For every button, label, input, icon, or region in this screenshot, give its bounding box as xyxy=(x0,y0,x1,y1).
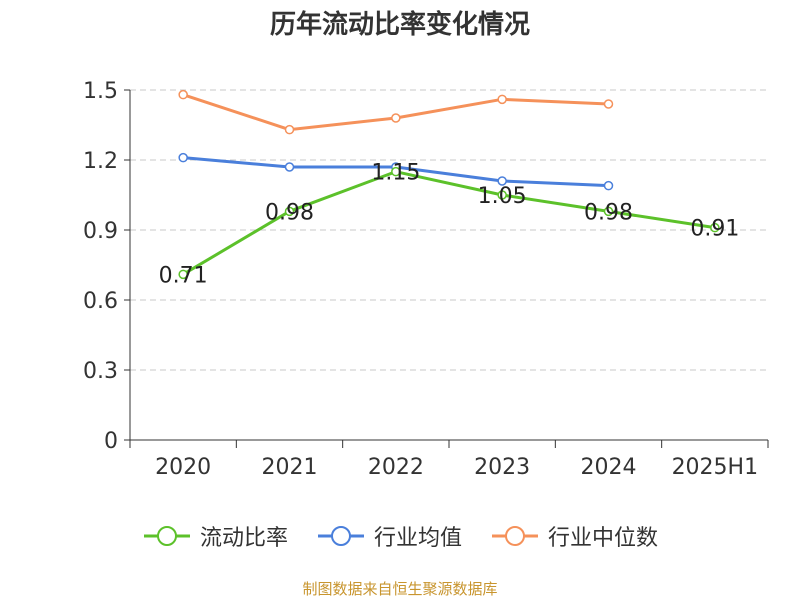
data-label: 0.98 xyxy=(584,200,633,225)
data-point xyxy=(603,206,614,217)
data-point xyxy=(284,162,295,172)
data-point xyxy=(391,166,401,177)
chart-title: 历年流动比率变化情况 xyxy=(269,10,530,40)
legend-item[interactable]: 行业均值 xyxy=(316,520,462,552)
x-tick-label: 2022 xyxy=(368,455,424,480)
x-tick-label: 2023 xyxy=(474,455,530,480)
series-line xyxy=(182,93,609,132)
x-tick-label: 2021 xyxy=(262,455,318,480)
data-label: 0.98 xyxy=(265,200,314,225)
legend-label: 行业均值 xyxy=(373,526,462,551)
data-point xyxy=(497,94,507,105)
legend-item[interactable]: 行业中位数 xyxy=(490,520,658,552)
legend-marker-icon xyxy=(492,526,538,546)
data-point xyxy=(284,124,295,135)
x-tick-label: 2024 xyxy=(581,455,637,480)
data-label: 1.15 xyxy=(371,161,420,186)
data-label: 0.91 xyxy=(690,217,739,242)
data-label: 0.71 xyxy=(159,263,208,288)
series-line xyxy=(182,170,716,276)
y-tick-label: 0 xyxy=(104,429,118,454)
legend-marker-icon xyxy=(317,526,364,546)
legend-marker-icon xyxy=(143,526,190,546)
data-point xyxy=(497,176,507,186)
x-tick-label: 2020 xyxy=(155,455,211,480)
y-tick-label: 0.3 xyxy=(83,359,118,384)
data-point xyxy=(710,222,720,233)
data-point xyxy=(603,180,614,191)
data-point xyxy=(391,113,401,123)
y-tick-label: 0.6 xyxy=(83,289,118,314)
legend: 流动比率 行业均值 行业中位数 xyxy=(0,520,800,552)
x-tick-label: 2025H1 xyxy=(672,455,759,480)
y-tick-label: 1.5 xyxy=(83,79,118,104)
data-point xyxy=(284,206,295,217)
data-point xyxy=(178,89,188,100)
data-point xyxy=(497,190,507,200)
source-note: 制图数据来自恒生聚源数据库 xyxy=(302,580,498,598)
data-point xyxy=(178,269,188,280)
data-label: 1.05 xyxy=(478,184,527,209)
legend-label: 流动比率 xyxy=(199,526,288,551)
y-tick-label: 0.9 xyxy=(83,219,118,244)
data-point xyxy=(178,152,188,163)
legend-item[interactable]: 流动比率 xyxy=(142,520,288,552)
legend-label: 行业中位数 xyxy=(548,526,659,551)
data-point xyxy=(603,99,614,109)
y-tick-label: 1.2 xyxy=(83,149,118,174)
